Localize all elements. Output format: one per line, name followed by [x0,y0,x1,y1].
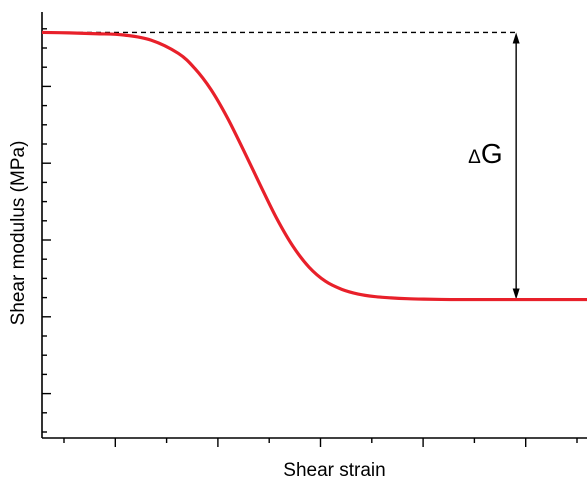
series-line [41,30,587,302]
axes [41,12,587,439]
delta-g-label: ΔG [468,138,502,169]
arrow-head-down-icon [512,288,520,300]
delta-letter: G [481,138,503,169]
x-axis-title: Shear strain [283,460,385,481]
y-axis-title: Shear modulus (MPa) [8,141,29,326]
delta-symbol: Δ [468,147,481,168]
series-layer [41,30,587,302]
arrow-head-up-icon [512,32,520,44]
annotations [42,31,520,300]
axis-ticks [42,28,578,447]
